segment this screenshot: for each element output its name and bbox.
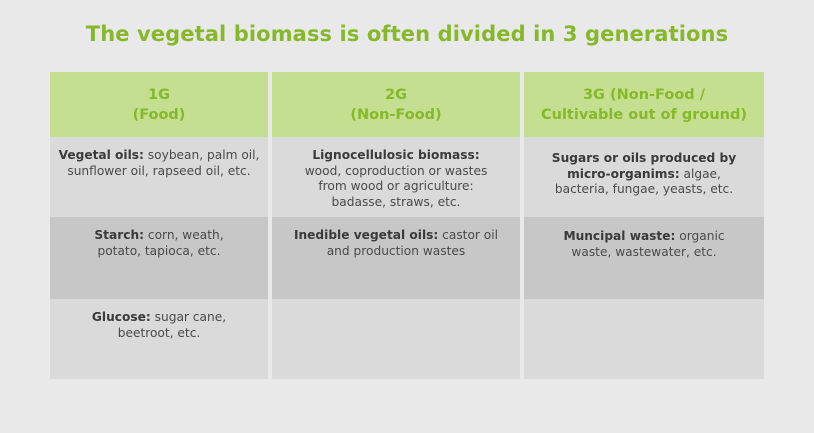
cell-1g-row3: Glucose: sugar cane, beetroot, etc.: [50, 299, 268, 379]
header-1g-sublabel: (Food): [132, 106, 186, 123]
header-3g-sublabel: Cultivable out of ground): [540, 106, 748, 123]
cell-3g-row3: [524, 299, 764, 379]
cell-term: Lignocellulosic biomass:: [312, 148, 480, 162]
cell-description: corn, weath, potato, tapioca, etc.: [97, 228, 224, 258]
cell-3g-row1: Sugars or oils produced by micro-organim…: [524, 137, 764, 217]
header-1g-label: 1G: [148, 86, 170, 103]
header-2g-sublabel: (Non-Food): [350, 106, 442, 123]
cell-description: organic waste, wastewater, etc.: [571, 229, 725, 259]
cell-2g-row2: Inedible vegetal oils: castor oil and pr…: [272, 217, 520, 299]
header-3g-label: 3G (Non-Food /: [582, 86, 706, 103]
cell-3g-row2: Muncipal waste: organic waste, wastewate…: [524, 217, 764, 299]
cell-1g-row1: Vegetal oils: soybean, palm oil, sunflow…: [50, 137, 268, 217]
cell-2g-row3: [272, 299, 520, 379]
cell-term: Starch:: [94, 228, 144, 242]
page-title: The vegetal biomass is often divided in …: [85, 22, 729, 46]
cell-description: castor oil and production wastes: [326, 228, 499, 258]
cell-description: sugar cane, beetroot, etc.: [117, 310, 227, 340]
cell-term: Glucose:: [91, 310, 151, 324]
cell-1g-row2: Starch: corn, weath, potato, tapioca, et…: [50, 217, 268, 299]
cell-description: algae, bacteria, fungae, yeasts, etc.: [554, 166, 734, 197]
cell-description: soybean, palm oil, sunflower oil, rapsee…: [67, 148, 260, 178]
cell-description: wood, coproduction or wastes from wood o…: [304, 163, 488, 209]
cell-term: Muncipal waste:: [563, 229, 676, 243]
cell-term: Sugars or oils produced by micro-organim…: [551, 151, 737, 181]
cell-term: Vegetal oils:: [58, 148, 144, 162]
cell-2g-row1: Lignocellulosic biomass: wood, coproduct…: [272, 137, 520, 217]
header-2g: 2G (Non-Food): [272, 72, 520, 137]
generations-table: 1G (Food) 2G (Non-Food) 3G (Non-Food / C…: [50, 72, 764, 379]
header-2g-label: 2G: [385, 86, 407, 103]
header-1g: 1G (Food): [50, 72, 268, 137]
cell-term: Inedible vegetal oils:: [293, 228, 439, 242]
header-3g: 3G (Non-Food / Cultivable out of ground): [524, 72, 764, 137]
